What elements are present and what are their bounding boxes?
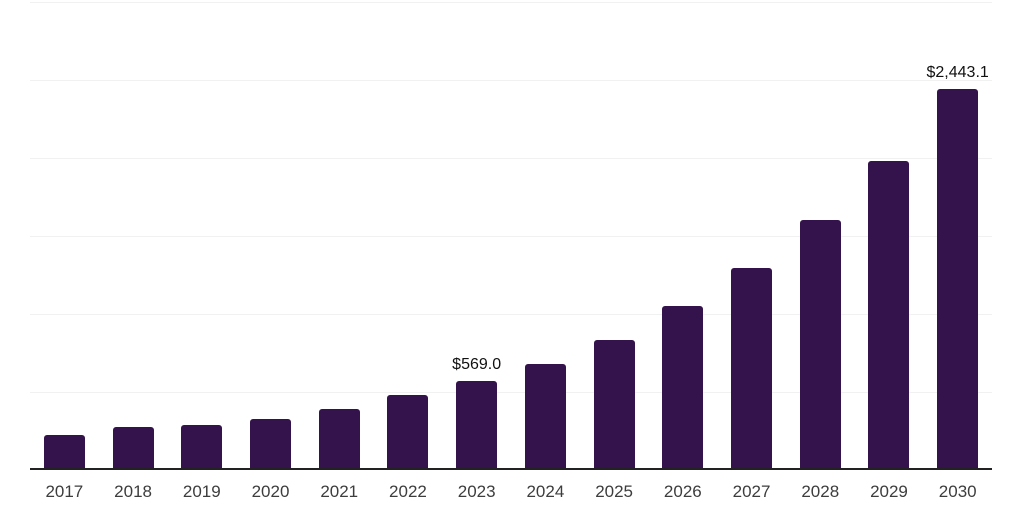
x-tick-label-2028: 2028 [801, 482, 840, 501]
x-tick-label-2030: 2030 [938, 482, 977, 501]
data-label-2030: $2,443.1 [926, 63, 989, 81]
x-tick-label-2023: 2023 [457, 482, 496, 501]
gridline [30, 2, 992, 3]
bar-2021[interactable] [318, 409, 360, 470]
x-axis-labels: 2017 2018 2019 2020 2021 2022 2023 2024 2025 2026… [30, 481, 992, 505]
bar-2030[interactable] [937, 88, 979, 470]
bar-2024[interactable] [524, 364, 566, 470]
x-axis-line [30, 468, 992, 470]
bar-2022[interactable] [387, 394, 429, 470]
bar-2025[interactable] [593, 340, 635, 470]
bar-2019[interactable] [181, 425, 223, 470]
bar-2028[interactable] [799, 220, 841, 470]
x-tick-label-2019: 2019 [182, 482, 221, 501]
bar-2026[interactable] [662, 306, 704, 470]
bar-2023[interactable] [456, 381, 498, 470]
x-tick-label-2029: 2029 [870, 482, 908, 501]
x-tick-label-2020: 2020 [251, 482, 290, 501]
gridline [30, 236, 992, 237]
bar-2029[interactable] [868, 160, 910, 470]
bar-2020[interactable] [250, 419, 291, 470]
gridline [30, 80, 992, 81]
x-tick-label-2024: 2024 [526, 482, 565, 501]
bar-2027[interactable] [731, 267, 772, 470]
gridline [30, 314, 992, 315]
x-tick-label-2025: 2025 [595, 482, 634, 501]
x-tick-label-2027: 2027 [732, 482, 771, 501]
gridline [30, 392, 992, 393]
x-tick-label-2021: 2021 [320, 482, 359, 501]
bar-2018[interactable] [112, 427, 154, 470]
data-label-2023: $569.0 [452, 356, 502, 374]
x-tick-label-2022: 2022 [389, 482, 427, 501]
gridline [30, 158, 992, 159]
x-tick-label-2018: 2018 [114, 482, 152, 501]
x-tick-label-2017: 2017 [45, 482, 84, 501]
bar-2017[interactable] [43, 435, 85, 470]
x-tick-label-2026: 2026 [663, 482, 702, 501]
plot-area: $569.0 $2,443.1 [30, 0, 992, 470]
